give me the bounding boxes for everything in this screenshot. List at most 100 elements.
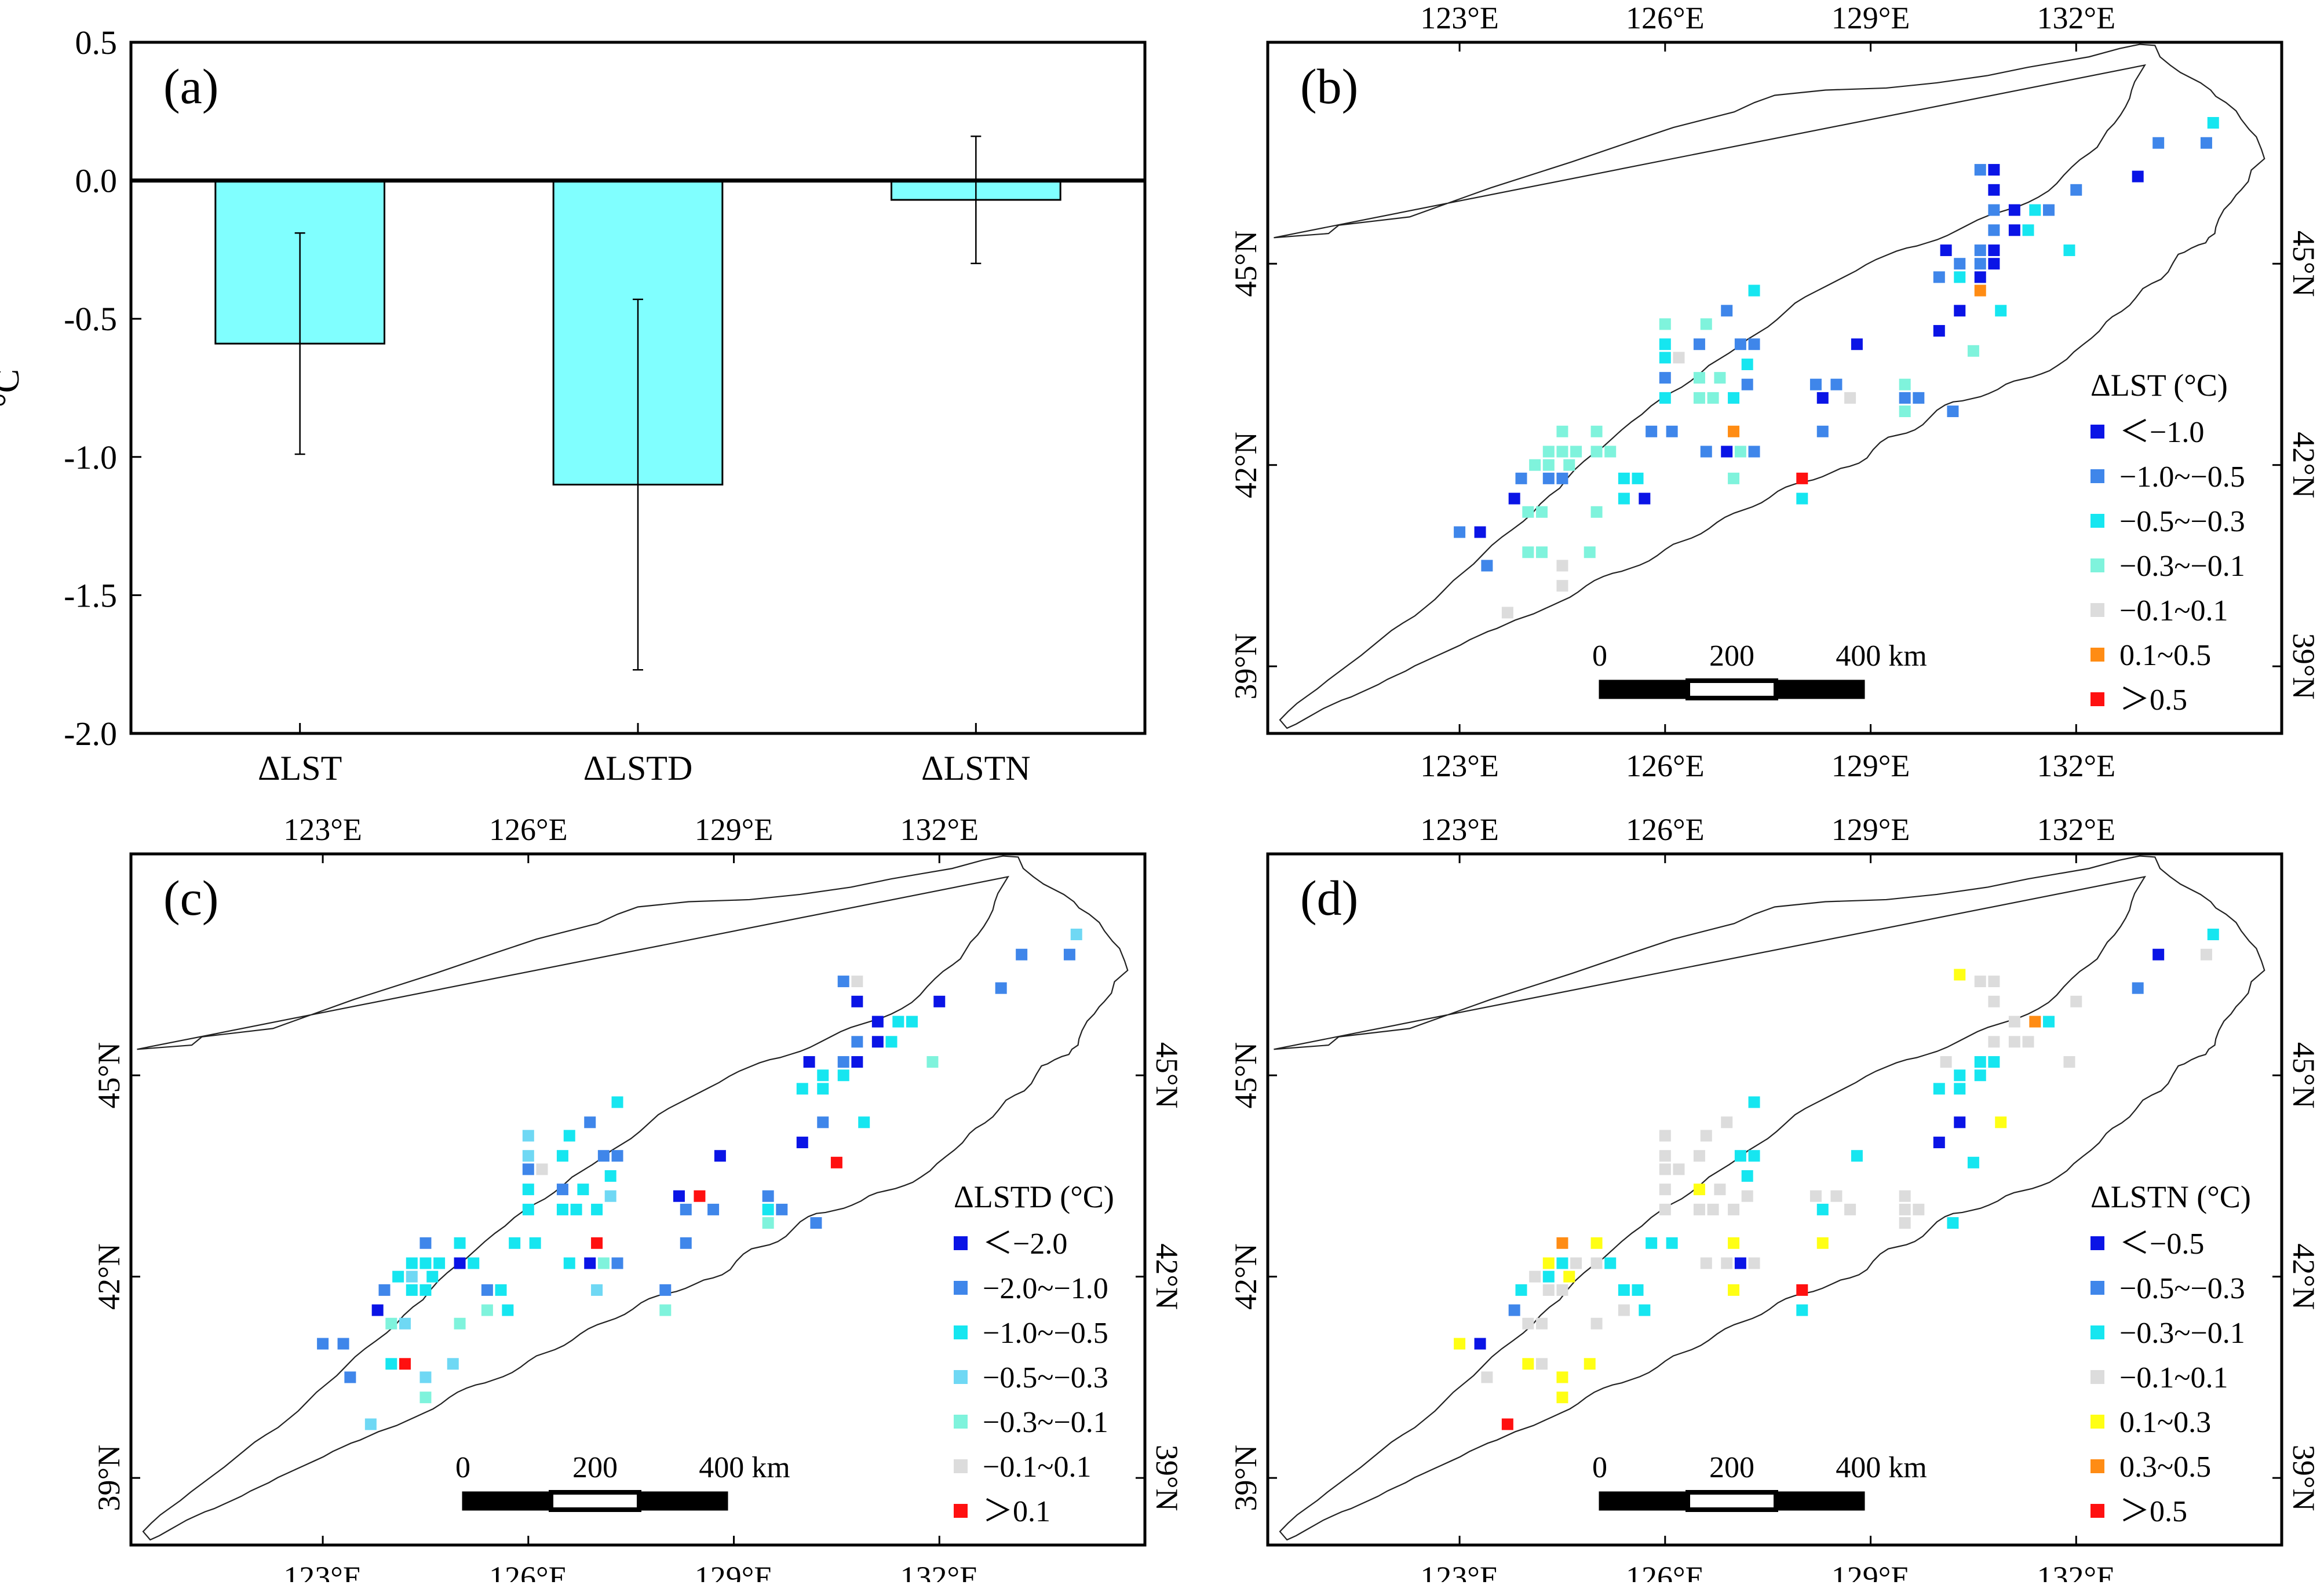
- station-marker: [1988, 244, 2000, 257]
- station-marker: [1728, 472, 1740, 484]
- station-marker: [1508, 1304, 1520, 1316]
- station-marker: [1535, 1317, 1548, 1330]
- scale-label-0: 0: [1592, 1451, 1607, 1484]
- legend-label: −0.3~−0.1: [2119, 550, 2245, 583]
- station-marker: [1693, 372, 1705, 384]
- legend-swatch: [2090, 558, 2104, 572]
- legend-swatch: [954, 1325, 968, 1339]
- lon-label-bottom: 132°E: [2037, 1560, 2115, 1582]
- station-marker: [892, 1016, 904, 1028]
- station-marker: [1700, 445, 1712, 458]
- lon-label-top: 132°E: [2037, 1, 2115, 35]
- lon-label-bottom: 129°E: [1832, 748, 1910, 783]
- station-marker: [1974, 1056, 1986, 1068]
- station-marker: [378, 1284, 391, 1296]
- station-marker: [1974, 244, 1986, 257]
- station-marker: [1954, 258, 1966, 270]
- y-axis-label: °C: [0, 369, 27, 407]
- station-marker: [570, 1203, 582, 1215]
- station-marker: [1646, 425, 1658, 437]
- legend-label: −0.5~−0.3: [983, 1361, 1108, 1394]
- station-marker: [2008, 204, 2020, 216]
- legend-label: −0.5~−0.3: [2119, 1272, 2245, 1305]
- station-marker: [1556, 580, 1568, 592]
- legend-label: −1.0~−0.5: [2119, 461, 2245, 494]
- lon-label-top: 132°E: [2037, 812, 2115, 847]
- station-marker: [885, 1036, 898, 1048]
- legend-title: ΔLSTD (°C): [954, 1179, 1114, 1214]
- station-marker: [1454, 526, 1466, 538]
- station-marker: [1954, 969, 1966, 981]
- station-marker: [2200, 948, 2212, 961]
- station-marker: [1542, 1284, 1555, 1296]
- station-marker: [604, 1170, 616, 1182]
- lon-label-top: 129°E: [695, 812, 774, 847]
- scale-segment-2: [1685, 678, 1778, 700]
- x-tick-label-0: ΔLST: [258, 749, 342, 787]
- station-marker: [1974, 271, 1986, 283]
- station-marker: [1830, 378, 1843, 390]
- legend: ΔLST (°C) ＜−1.0 −1.0~−0.5 −0.5~−0.3 −0.3~−0.…: [2090, 368, 2245, 717]
- station-marker: [1741, 378, 1753, 390]
- panel-d-map: 123°E 123°E 126°E 126°E 129°E 129°E 132°E 132°E…: [1228, 812, 2321, 1585]
- station-marker: [1515, 1284, 1527, 1296]
- station-marker: [1748, 445, 1760, 458]
- station-marker: [563, 1257, 575, 1269]
- station-marker: [1974, 1069, 1986, 1082]
- station-marker: [1933, 271, 1945, 283]
- station-marker: [454, 1257, 466, 1269]
- scale-bar: 0 200 400 km: [1592, 1451, 1927, 1512]
- scale-bar: 0 200 400 km: [455, 1451, 790, 1512]
- x-tick-label-1: ΔLSTD: [583, 749, 693, 787]
- station-marker: [1556, 1371, 1568, 1383]
- station-marker: [851, 1036, 863, 1048]
- station-marker: [1646, 1237, 1658, 1249]
- station-marker: [1816, 1237, 1829, 1249]
- station-marker: [454, 1237, 466, 1249]
- station-markers: [1454, 116, 2219, 619]
- legend-swatch: [2090, 1504, 2104, 1518]
- station-marker: [584, 1116, 596, 1129]
- station-marker: [556, 1150, 568, 1162]
- station-marker: [1481, 560, 1493, 572]
- lon-label-top: 132°E: [900, 812, 979, 847]
- station-marker: [1522, 1317, 1534, 1330]
- station-marker: [1899, 1217, 1911, 1229]
- legend-swatch: [2090, 1415, 2104, 1429]
- legend-label: −0.1~0.1: [983, 1451, 1091, 1484]
- station-marker: [1967, 345, 1979, 357]
- station-marker: [1809, 1190, 1822, 1202]
- station-marker: [2132, 982, 2144, 994]
- station-marker: [1734, 1150, 1746, 1162]
- lon-label-bottom: 123°E: [283, 1560, 362, 1582]
- station-marker: [1474, 526, 1486, 538]
- station-marker: [1529, 459, 1541, 471]
- station-marker: [597, 1150, 610, 1162]
- lon-label-bottom: 126°E: [489, 1560, 568, 1582]
- station-marker: [837, 1056, 849, 1068]
- station-marker: [1796, 1284, 1808, 1296]
- station-marker: [556, 1203, 568, 1215]
- station-marker: [796, 1083, 808, 1095]
- station-marker: [1556, 1284, 1568, 1296]
- station-marker: [2152, 948, 2165, 961]
- station-marker: [522, 1203, 534, 1215]
- station-marker: [1899, 1203, 1911, 1215]
- station-marker: [1693, 1184, 1705, 1196]
- station-marker: [2070, 995, 2082, 1007]
- station-marker: [611, 1096, 623, 1108]
- station-marker: [1816, 392, 1829, 404]
- scale-label-200: 200: [1709, 1451, 1754, 1484]
- lon-label-bottom: 126°E: [1626, 1560, 1705, 1582]
- legend-swatch: [2090, 1459, 2104, 1473]
- station-marker: [522, 1163, 534, 1175]
- station-marker: [1659, 352, 1671, 364]
- station-marker: [1796, 472, 1808, 484]
- lat-label-right: 39°N: [1150, 1445, 1184, 1511]
- station-marker: [1590, 506, 1603, 518]
- station-marker: [1974, 284, 1986, 297]
- lat-label-right: 45°N: [2286, 231, 2321, 297]
- station-marker: [1563, 1270, 1575, 1283]
- panel-b-map: 123°E 123°E 126°E 126°E 129°E 129°E 132°E 132°E…: [1228, 1, 2321, 783]
- station-marker: [817, 1083, 829, 1095]
